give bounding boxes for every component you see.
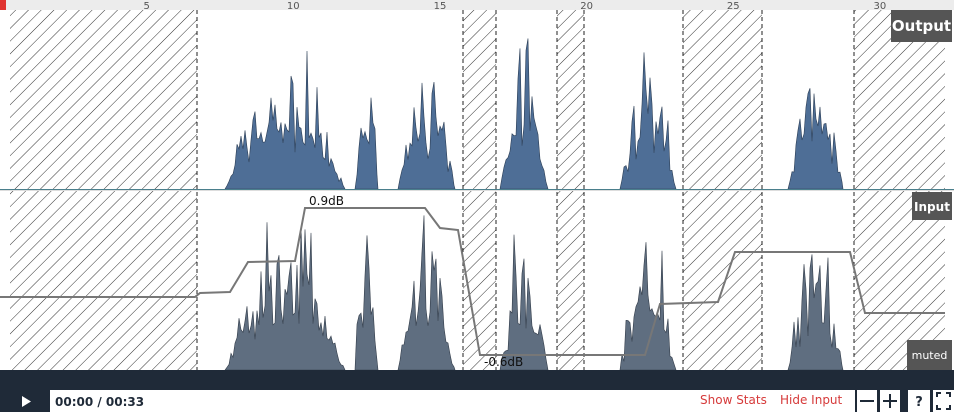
waveform xyxy=(397,81,456,190)
waveform xyxy=(787,254,844,371)
hide-input-link[interactable]: Hide Input xyxy=(780,393,843,407)
gain-curve xyxy=(0,207,945,356)
fullscreen-button[interactable] xyxy=(933,390,954,412)
output-label: Output xyxy=(892,17,951,35)
ruler-tick-label: 20 xyxy=(580,1,593,12)
gain-max-label: 0.9dB xyxy=(309,194,344,208)
muted-label[interactable]: muted xyxy=(912,349,948,362)
waveform xyxy=(499,38,549,190)
gain-min-label: -0.6dB xyxy=(484,355,523,369)
input-badge xyxy=(912,192,952,220)
waveforms xyxy=(224,38,844,371)
waveform xyxy=(787,88,844,190)
waveform xyxy=(354,235,379,371)
show-stats-link[interactable]: Show Stats xyxy=(700,393,767,407)
waveform xyxy=(499,234,549,371)
help-button[interactable] xyxy=(908,390,930,412)
waveform xyxy=(224,51,346,190)
time-bar xyxy=(50,390,855,412)
waveform xyxy=(619,242,677,371)
input-label: Input xyxy=(914,200,950,214)
waveform xyxy=(354,97,379,190)
ruler-tick-label: 15 xyxy=(434,1,447,12)
time-display: 00:00 / 00:33 xyxy=(55,395,144,409)
play-button[interactable] xyxy=(22,396,31,407)
waveform xyxy=(619,52,677,190)
ruler-tick-label: 30 xyxy=(874,1,887,12)
fullscreen-icon xyxy=(936,392,951,410)
waveform xyxy=(224,222,346,371)
ruler xyxy=(0,0,954,10)
playhead[interactable] xyxy=(0,0,6,10)
ruler-tick-label: 5 xyxy=(143,1,149,12)
output-badge xyxy=(891,10,952,42)
ruler-ticks: 5 10 15 20 25 30 xyxy=(143,1,886,12)
help-label[interactable]: ? xyxy=(915,395,923,410)
waveform xyxy=(397,215,456,371)
ruler-tick-label: 25 xyxy=(727,1,740,12)
ruler-tick-label: 10 xyxy=(287,1,300,12)
muted-badge[interactable] xyxy=(907,340,952,370)
